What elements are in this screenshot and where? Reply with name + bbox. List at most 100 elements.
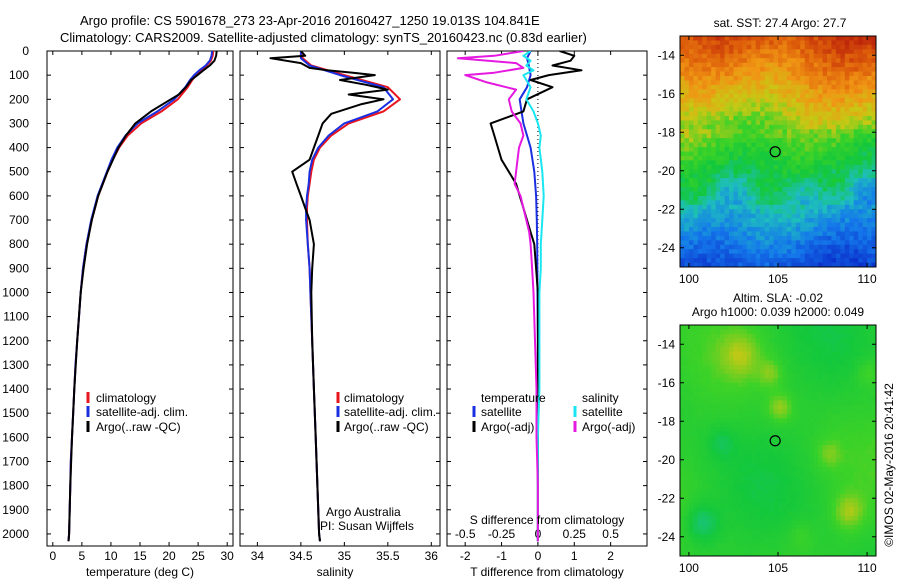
heatmap-cell: [809, 262, 815, 268]
heatmap-cell: [795, 222, 801, 228]
heatmap-cell: [760, 542, 766, 548]
heatmap-cell: [844, 507, 850, 512]
series-line-climatology: [67, 51, 215, 542]
heatmap-cell: [711, 75, 717, 81]
heatmap-cell: [715, 551, 721, 557]
heatmap-cell: [684, 551, 690, 557]
heatmap-cell: [715, 227, 721, 232]
heatmap-cell: [693, 449, 699, 455]
heatmap-cell: [702, 244, 708, 250]
heatmap-cell: [711, 253, 717, 259]
heatmap-cell: [684, 115, 690, 121]
heatmap-cell: [729, 93, 734, 99]
heatmap-cell: [871, 62, 877, 68]
heatmap-cell: [853, 124, 859, 130]
heatmap-cell: [827, 173, 832, 179]
heatmap-cell: [737, 53, 743, 59]
heatmap-cell: [720, 102, 725, 108]
heatmap-cell: [724, 480, 730, 486]
x-tick-label: 36: [425, 549, 439, 563]
heatmap-cell: [737, 467, 743, 472]
heatmap-cell: [858, 476, 864, 481]
heatmap-cell: [688, 502, 694, 508]
heatmap-cell: [862, 169, 868, 175]
heatmap-cell: [822, 360, 828, 366]
heatmap-cell: [764, 396, 770, 401]
heatmap-cell: [688, 187, 694, 192]
heatmap-cell: [688, 489, 694, 495]
heatmap-cell: [724, 49, 730, 55]
heatmap-cell: [751, 378, 757, 384]
heatmap-cell: [835, 511, 841, 517]
heatmap-cell: [827, 187, 832, 192]
heatmap-cell: [858, 227, 864, 232]
heatmap-cell: [818, 404, 823, 410]
heatmap-cell: [849, 44, 855, 50]
heatmap-cell: [778, 62, 783, 68]
heatmap-cell: [688, 453, 694, 459]
heatmap-cell: [680, 115, 685, 121]
heatmap-cell: [751, 222, 757, 228]
heatmap-cell: [706, 213, 712, 219]
heatmap-cell: [688, 524, 694, 530]
heatmap-cell: [773, 436, 779, 441]
heatmap-cell: [858, 529, 864, 535]
heatmap-cell: [751, 231, 757, 237]
heatmap-cell: [751, 71, 757, 77]
heatmap-cell: [769, 325, 774, 330]
heatmap-cell: [746, 364, 752, 370]
heatmap-cell: [742, 373, 748, 379]
heatmap-cell: [827, 360, 832, 366]
heatmap-cell: [755, 173, 761, 179]
heatmap-cell: [742, 440, 748, 446]
heatmap-cell: [840, 142, 846, 148]
heatmap-cell: [862, 476, 868, 481]
heatmap-cell: [853, 173, 859, 179]
heatmap-cell: [773, 169, 779, 175]
heatmap-cell: [822, 467, 828, 472]
heatmap-cell: [746, 396, 752, 401]
heatmap-cell: [844, 520, 850, 526]
temperature-xlabel: temperature (deg C): [86, 565, 194, 579]
heatmap-cell: [684, 89, 690, 95]
heatmap-cell: [760, 329, 766, 335]
heatmap-cell: [737, 453, 743, 459]
heatmap-cell: [858, 231, 864, 237]
heatmap-cell: [706, 493, 712, 499]
heatmap-cell: [755, 200, 761, 206]
heatmap-cell: [720, 62, 725, 68]
figure-title-line1: Argo profile: CS 5901678_273 23-Apr-2016…: [80, 13, 540, 28]
heatmap-cell: [804, 524, 810, 530]
heatmap-cell: [697, 133, 703, 139]
heatmap-cell: [862, 124, 868, 130]
depth-tick-label: 100: [9, 68, 29, 82]
heatmap-cell: [688, 120, 694, 126]
heatmap-cell: [684, 169, 690, 175]
heatmap-cell: [742, 115, 748, 121]
heatmap-cell: [862, 373, 868, 379]
heatmap-cell: [791, 235, 797, 241]
heatmap-cell: [831, 449, 837, 455]
heatmap-cell: [849, 147, 855, 152]
heatmap-cell: [840, 138, 846, 144]
heatmap-cell: [688, 458, 694, 464]
heatmap-cell: [782, 338, 788, 344]
heatmap-cell: [742, 409, 748, 415]
heatmap-cell: [827, 178, 832, 183]
heatmap-cell: [831, 227, 837, 232]
heatmap-cell: [867, 173, 872, 179]
heatmap-cell: [706, 427, 712, 433]
heatmap-cell: [742, 93, 748, 99]
heatmap-cell: [680, 480, 685, 486]
heatmap-cell: [831, 147, 837, 152]
heatmap-cell: [684, 427, 690, 433]
heatmap-cell: [853, 187, 859, 192]
heatmap-cell: [835, 209, 841, 215]
heatmap-cell: [786, 422, 792, 428]
heatmap-cell: [724, 155, 730, 161]
heatmap-cell: [733, 413, 739, 419]
heatmap-cell: [733, 533, 739, 539]
heatmap-cell: [773, 480, 779, 486]
heatmap-cell: [827, 182, 832, 188]
heatmap-cell: [853, 516, 859, 521]
